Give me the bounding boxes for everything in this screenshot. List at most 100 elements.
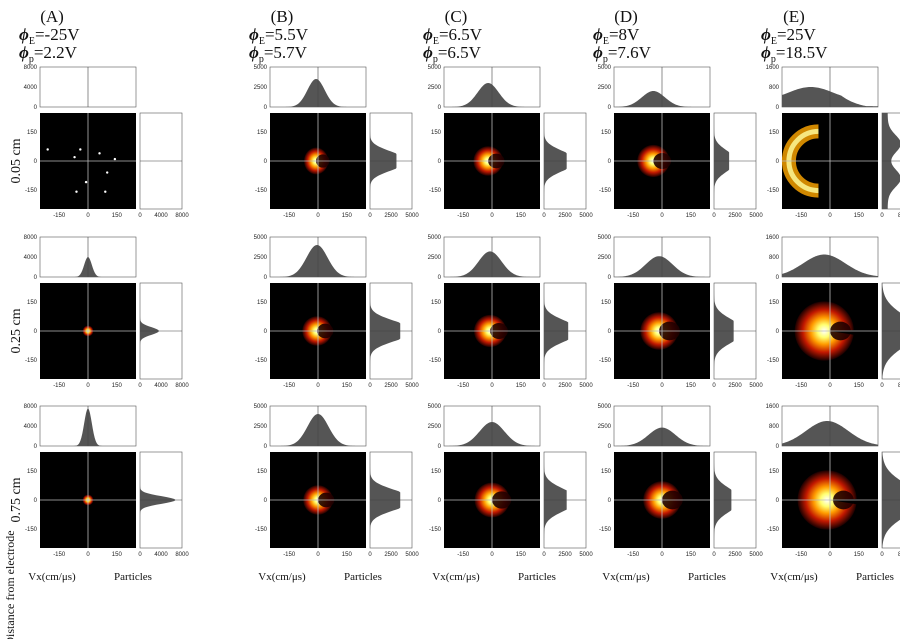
side-hist-tick: 5000: [405, 383, 419, 389]
top-hist-tick: 0: [34, 444, 38, 450]
x-tick-label: 150: [342, 383, 353, 389]
side-hist-tick: 4000: [154, 383, 168, 389]
heatmap-wedge: [830, 498, 878, 508]
top-hist-tick: 800: [769, 424, 780, 430]
y-tick-label: 0: [608, 159, 612, 165]
side-hist-tick: 4000: [154, 213, 168, 219]
y-tick-label: 150: [601, 469, 612, 475]
top-hist-tick: 1600: [766, 65, 780, 71]
y-tick-label: -150: [255, 527, 268, 533]
top-hist-tick: 2500: [428, 85, 442, 91]
x-axis-label: Vx(cm/μs): [770, 571, 818, 583]
x-tick-label: 0: [660, 552, 664, 558]
side-hist-tick: 800: [898, 213, 900, 219]
sparse-point: [98, 152, 101, 155]
top-hist-tick: 0: [264, 275, 268, 281]
side-hist-tick: 2500: [558, 383, 572, 389]
y-tick-label: -150: [429, 188, 442, 194]
row-label: 0.25 cm: [9, 308, 24, 353]
top-hist-tick: 5000: [598, 404, 612, 410]
y-tick-label: 0: [264, 498, 268, 504]
side-hist-tick: 4000: [154, 552, 168, 558]
y-tick-label: 0: [264, 159, 268, 165]
x-tick-label: -150: [457, 552, 470, 558]
side-hist-tick: 8000: [175, 383, 189, 389]
top-hist-tick: 2500: [428, 255, 442, 261]
x-tick-label: 0: [316, 213, 320, 219]
x-tick-label: 150: [686, 552, 697, 558]
y-tick-label: 150: [769, 130, 780, 136]
top-hist-tick: 0: [34, 275, 38, 281]
side-hist-tick: 0: [368, 213, 372, 219]
x-tick-label: 150: [112, 552, 123, 558]
x-tick-label: 150: [516, 552, 527, 558]
row-label: 0.05 cm: [9, 138, 24, 183]
top-hist-tick: 0: [264, 105, 268, 111]
x-tick-label: 150: [854, 552, 865, 558]
side-hist-tick: 0: [880, 213, 884, 219]
hist-axis-label: Particles: [518, 571, 556, 583]
top-hist-tick: 5000: [428, 65, 442, 71]
y-tick-label: 0: [438, 159, 442, 165]
side-hist-tick: 0: [542, 383, 546, 389]
x-tick-label: 150: [516, 213, 527, 219]
top-hist-tick: 2500: [598, 424, 612, 430]
row-axis-label: Distance from electrode: [3, 530, 17, 639]
top-hist-tick: 0: [34, 105, 38, 111]
hist-axis-label: Particles: [344, 571, 382, 583]
x-tick-label: 150: [686, 383, 697, 389]
x-tick-label: 150: [112, 383, 123, 389]
side-hist-tick: 0: [542, 213, 546, 219]
sparse-point: [84, 180, 88, 184]
side-hist-tick: 0: [138, 213, 142, 219]
x-tick-label: 0: [86, 383, 90, 389]
top-hist-tick: 0: [264, 444, 268, 450]
top-hist-tick: 0: [438, 275, 442, 281]
x-axis-label: Vx(cm/μs): [602, 571, 650, 583]
top-hist-tick: 5000: [598, 235, 612, 241]
x-tick-label: 0: [828, 383, 832, 389]
sparse-point: [104, 190, 107, 193]
top-hist-tick: 8000: [24, 404, 38, 410]
x-tick-label: 0: [86, 213, 90, 219]
x-tick-label: -150: [283, 552, 296, 558]
side-hist-tick: 5000: [749, 383, 763, 389]
x-tick-label: -150: [795, 552, 808, 558]
phi-p-label: ϕp=18.5V: [761, 43, 828, 65]
y-tick-label: -150: [429, 527, 442, 533]
top-hist-tick: 5000: [598, 65, 612, 71]
sparse-point: [46, 148, 49, 151]
x-tick-label: 150: [686, 213, 697, 219]
top-hist-tick: 0: [776, 275, 780, 281]
x-tick-label: 150: [342, 213, 353, 219]
x-tick-label: 0: [316, 383, 320, 389]
y-tick-label: 150: [769, 300, 780, 306]
y-tick-label: 150: [27, 300, 38, 306]
y-tick-label: -150: [255, 358, 268, 364]
side-hist-tick: 0: [880, 552, 884, 558]
top-hist-tick: 0: [608, 444, 612, 450]
phi-e-label: ϕE=8V: [593, 25, 640, 47]
side-hist-tick: 0: [712, 552, 716, 558]
sparse-point: [73, 155, 76, 159]
y-tick-label: 0: [34, 159, 38, 165]
y-tick-label: 150: [769, 469, 780, 475]
y-tick-label: -150: [767, 188, 780, 194]
phi-e-label: ϕE=-25V: [19, 25, 80, 47]
x-tick-label: 150: [854, 213, 865, 219]
y-tick-label: 0: [264, 329, 268, 335]
hist-axis-label: Particles: [114, 571, 152, 583]
x-tick-label: -150: [627, 552, 640, 558]
hist-axis-label: Particles: [856, 571, 894, 583]
x-tick-label: -150: [457, 383, 470, 389]
side-hist-tick: 8000: [175, 213, 189, 219]
side-hist-tick: 2500: [384, 383, 398, 389]
top-hist-tick: 4000: [24, 85, 38, 91]
y-tick-label: 0: [776, 329, 780, 335]
y-tick-label: -150: [25, 527, 38, 533]
x-tick-label: 150: [854, 383, 865, 389]
side-hist-tick: 0: [542, 552, 546, 558]
side-hist-tick: 800: [898, 552, 900, 558]
y-tick-label: 150: [431, 130, 442, 136]
y-tick-label: 0: [608, 329, 612, 335]
